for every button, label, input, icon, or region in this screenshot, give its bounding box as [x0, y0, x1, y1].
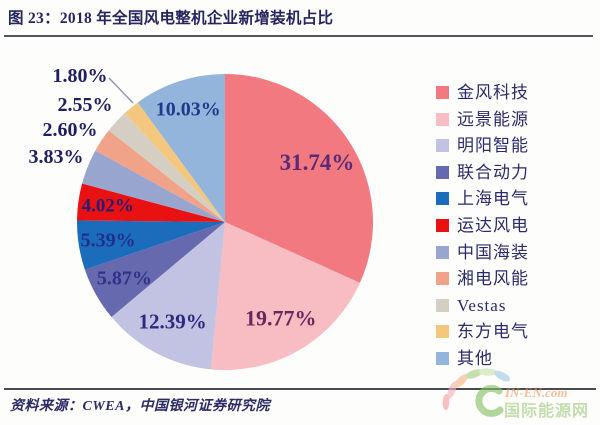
- legend-item-vestas: Vestas: [436, 297, 529, 314]
- legend-swatch-windey: [436, 218, 449, 232]
- pie-label-others: 10.03%: [156, 98, 221, 120]
- pie-slice-xemc-wind: [95, 130, 225, 222]
- legend-swatch-united-power: [436, 165, 449, 179]
- legend-item-envision: 远景能源: [436, 111, 529, 128]
- legend-swatch-envision: [436, 112, 449, 126]
- legend-swatch-dongfang-electric: [436, 325, 449, 339]
- pie-label-xemc-wind: 2.60%: [43, 119, 98, 141]
- legend-item-goldwind: 金风科技: [436, 84, 529, 101]
- pie-label-leader-line: [108, 77, 134, 104]
- legend-label-goldwind: 金风科技: [457, 83, 529, 102]
- pie-label-shanghai-electric: 5.39%: [81, 230, 136, 252]
- legend-swatch-csic-haizhuang: [436, 245, 449, 259]
- legend-label-mingyang: 明阳智能: [457, 136, 529, 156]
- pie-slice-united-power: [84, 222, 226, 318]
- legend-swatch-goldwind: [436, 86, 449, 99]
- legend-label-csic-haizhuang: 中国海装: [457, 242, 529, 262]
- pie-slices-group: [77, 74, 373, 371]
- legend-label-xemc-wind: 湘电风能: [457, 269, 529, 289]
- title-divider: [4, 35, 593, 37]
- source-note: 资料来源：CWEA，中国银河证券研究院: [10, 399, 270, 414]
- pie-slice-envision: [210, 222, 360, 371]
- legend-item-shanghai-electric: 上海电气: [436, 190, 529, 207]
- legend-swatch-xemc-wind: [436, 272, 449, 286]
- pie-label-windey: 4.02%: [82, 195, 134, 216]
- legend-item-windey: 运达风电: [436, 217, 529, 234]
- legend-label-shanghai-electric: 上海电气: [457, 189, 529, 209]
- watermark-site-en: IN-EN.com: [504, 385, 567, 400]
- pie-leader-lines-group: [108, 77, 134, 104]
- chart-legend: 金风科技远景能源明阳智能联合动力上海电气运达风电中国海装湘电风能 Vestas 东方…: [436, 84, 529, 367]
- legend-item-united-power: 联合动力: [436, 164, 529, 181]
- pie-labels-group: 31.74% 19.77% 12.39% 5.87% 5.39% 4.02% 3.83% 2.…: [29, 65, 355, 334]
- legend-swatch-shanghai-electric: [436, 192, 449, 206]
- pie-slice-csic-haizhuang: [82, 150, 225, 222]
- legend-label-united-power: 联合动力: [457, 162, 529, 182]
- pie-label-dongfang-electric: 1.80%: [53, 65, 108, 87]
- watermark-flower-icon: [442, 368, 511, 417]
- watermark-site-cn: 国际能源网: [504, 401, 589, 420]
- legend-item-dongfang-electric: 东方电气: [436, 323, 529, 340]
- watermark-logo: IN-EN.com 国际能源网: [442, 368, 589, 420]
- pie-slice-shanghai-electric: [77, 220, 225, 270]
- pie-label-mingyang: 12.39%: [138, 310, 206, 334]
- legend-item-csic-haizhuang: 中国海装: [436, 244, 529, 261]
- pie-slice-others: [137, 74, 225, 222]
- legend-swatch-mingyang: [436, 139, 449, 153]
- pie-label-vestas: 2.55%: [58, 94, 113, 116]
- pie-slice-goldwind: [225, 74, 373, 283]
- legend-label-others: 其他: [457, 348, 493, 368]
- legend-item-others: 其他: [436, 350, 529, 367]
- pie-label-envision: 19.77%: [245, 306, 317, 331]
- pie-label-goldwind: 31.74%: [280, 150, 355, 175]
- legend-label-envision: 远景能源: [457, 109, 529, 129]
- figure-title: 图 23：2018 年全国风电整机企业新增装机占比: [8, 10, 334, 27]
- pie-slice-vestas: [108, 113, 225, 222]
- legend-swatch-others: [436, 351, 449, 365]
- legend-item-mingyang: 明阳智能: [436, 137, 529, 154]
- pie-label-csic-haizhuang: 3.83%: [29, 146, 84, 168]
- footer-divider: [4, 388, 596, 390]
- legend-swatch-vestas: [436, 298, 449, 312]
- pie-label-united-power: 5.87%: [97, 268, 152, 290]
- pie-slice-dongfang-electric: [124, 102, 225, 222]
- pie-slice-windey: [77, 183, 225, 222]
- legend-label-windey: 运达风电: [457, 215, 529, 235]
- pie-slice-mingyang: [111, 222, 225, 370]
- legend-item-xemc-wind: 湘电风能: [436, 270, 529, 287]
- legend-label-vestas: Vestas: [457, 295, 507, 315]
- legend-label-dongfang-electric: 东方电气: [457, 322, 529, 342]
